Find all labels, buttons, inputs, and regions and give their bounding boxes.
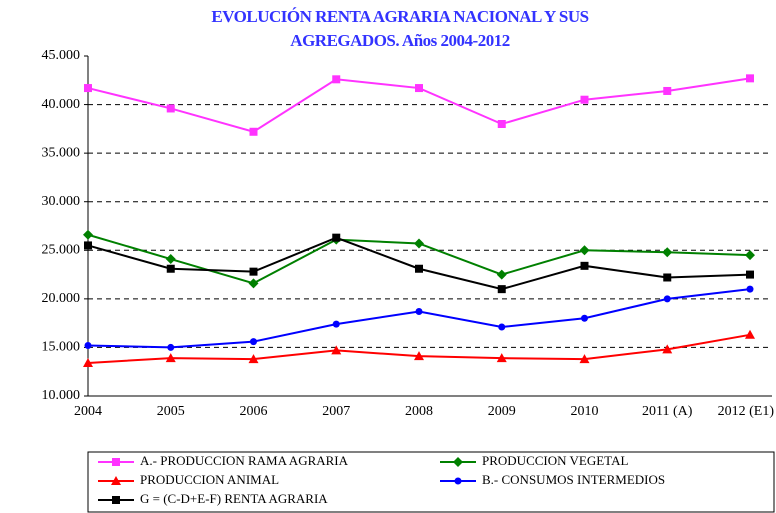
- point: [580, 261, 589, 270]
- point: [83, 229, 93, 240]
- point: [83, 357, 93, 367]
- point: [249, 127, 258, 136]
- point: [497, 120, 506, 128]
- point: [165, 353, 176, 363]
- legend-label: A.- PRODUCCION RAMA AGRARIA: [140, 453, 349, 468]
- legend-label: PRODUCCION ANIMAL: [140, 472, 279, 487]
- point: [496, 353, 507, 363]
- x-tick-label: 2012 (E1): [718, 404, 775, 419]
- legend-marker: [112, 458, 120, 466]
- point: [84, 84, 92, 93]
- point: [332, 233, 341, 242]
- x-tick-label: 2004: [74, 404, 102, 419]
- point: [415, 84, 423, 93]
- chart-title: AGREGADOS. Años 2004-2012: [290, 31, 509, 50]
- point: [166, 264, 175, 273]
- point: [663, 273, 672, 282]
- point: [579, 354, 590, 364]
- legend-label: PRODUCCION VEGETAL: [482, 453, 628, 468]
- point: [497, 285, 506, 294]
- point: [331, 345, 342, 355]
- point: [84, 241, 92, 250]
- y-tick-label: 15.000: [42, 340, 81, 355]
- chart-title: EVOLUCIÓN RENTA AGRARIA NACIONAL Y SUS: [211, 7, 588, 26]
- y-tick-label: 20.000: [42, 291, 81, 306]
- point: [84, 341, 92, 349]
- legend-label: G = (C-D+E-F) RENTA AGRARIA: [140, 491, 328, 506]
- point: [165, 254, 176, 265]
- point: [581, 314, 588, 322]
- series-line: [87, 288, 751, 349]
- point: [662, 247, 673, 258]
- point: [332, 320, 340, 328]
- point: [496, 269, 507, 280]
- point: [746, 74, 754, 83]
- x-tick-label: 2007: [322, 404, 350, 419]
- point: [746, 285, 754, 293]
- point: [249, 267, 258, 276]
- point: [248, 354, 259, 364]
- x-tick-label: 2006: [240, 404, 268, 419]
- y-tick-label: 25.000: [42, 243, 81, 258]
- point: [166, 104, 175, 113]
- point: [746, 270, 754, 279]
- point: [745, 329, 755, 339]
- point: [415, 307, 423, 315]
- x-tick-label: 2005: [157, 404, 185, 419]
- y-tick-label: 35.000: [42, 145, 81, 160]
- point: [663, 86, 672, 95]
- point: [414, 351, 424, 361]
- x-tick-label: 2010: [571, 404, 599, 419]
- point: [745, 250, 755, 261]
- point: [332, 75, 341, 84]
- point: [579, 245, 590, 256]
- x-tick-label: 2008: [405, 404, 433, 419]
- legend-marker: [453, 457, 463, 467]
- x-tick-label: 2011 (A): [642, 404, 693, 419]
- point: [662, 344, 673, 354]
- point: [248, 278, 259, 289]
- point: [498, 323, 506, 331]
- point: [167, 343, 175, 351]
- legend-marker: [454, 477, 462, 485]
- x-tick-label: 2009: [488, 404, 516, 419]
- point: [414, 238, 424, 249]
- point: [580, 95, 589, 104]
- point: [250, 338, 257, 346]
- y-tick-label: 45.000: [42, 48, 81, 63]
- legend-marker: [111, 476, 121, 485]
- point: [415, 264, 423, 273]
- point: [663, 295, 671, 303]
- y-tick-label: 30.000: [42, 194, 81, 209]
- y-tick-label: 40.000: [42, 97, 81, 112]
- y-tick-label: 10.000: [42, 388, 81, 403]
- legend-marker: [112, 496, 120, 504]
- legend-label: B.- CONSUMOS INTERMEDIOS: [482, 472, 665, 487]
- legend-box: [87, 451, 775, 513]
